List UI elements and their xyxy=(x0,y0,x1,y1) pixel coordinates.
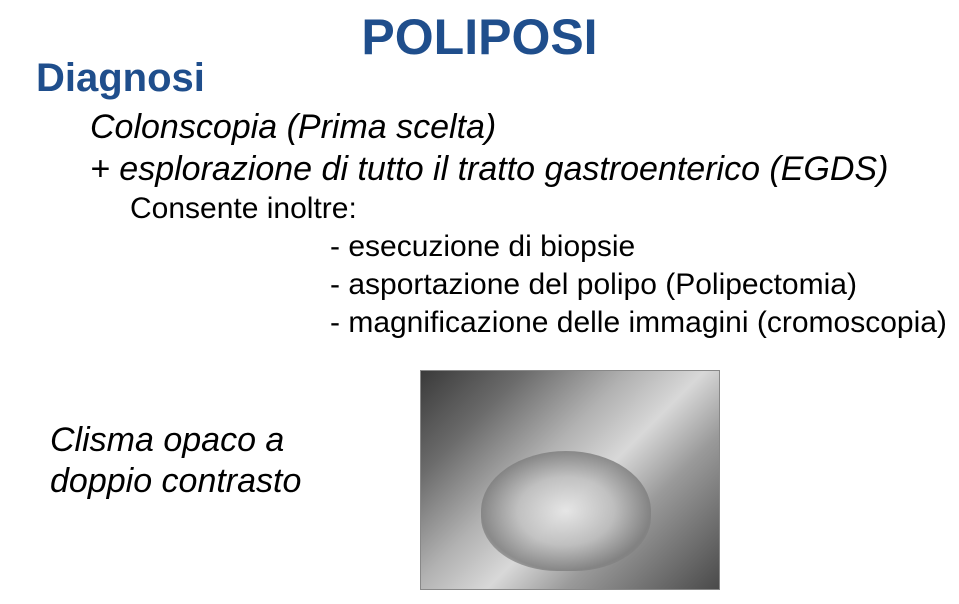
footer-line1: Clisma opaco a xyxy=(50,421,284,459)
line-colonoscopia: Colonscopia (Prima scelta) xyxy=(90,108,496,147)
section-heading-diagnosi: Diagnosi xyxy=(36,56,205,101)
footer-line2: doppio contrasto xyxy=(50,462,301,500)
footer-clisma: Clisma opaco a doppio contrasto xyxy=(50,420,301,502)
slide-title: POLIPOSI xyxy=(361,8,597,66)
bullet-cromoscopia: - magnificazione delle immagini (cromosc… xyxy=(330,306,947,340)
slide-container: POLIPOSI Diagnosi Colonscopia (Prima sce… xyxy=(0,0,959,604)
bullet-polipectomia: - asportazione del polipo (Polipectomia) xyxy=(330,268,857,302)
line-consente: Consente inoltre: xyxy=(130,192,357,226)
xray-image xyxy=(420,370,720,590)
bullet-biopsie: - esecuzione di biopsie xyxy=(330,230,635,264)
line-esplorazione: + esplorazione di tutto il tratto gastro… xyxy=(90,150,888,189)
